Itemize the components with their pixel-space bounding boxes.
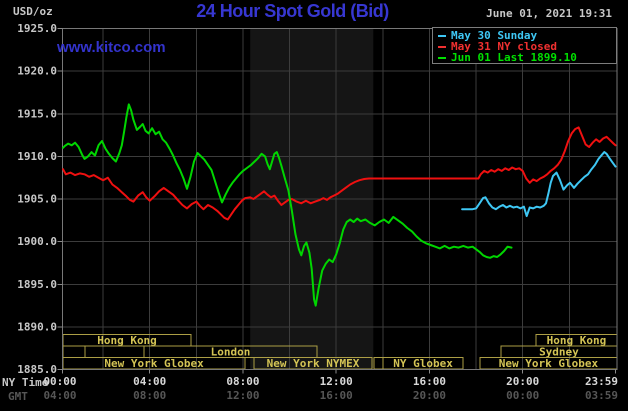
y-tick-label: 1915.0 [17,107,57,120]
ny-time-tick: 12:00 [319,375,353,388]
gmt-tick: 12:00 [226,389,260,402]
session-box [84,345,145,358]
session-label: Hong Kong [97,334,157,347]
gmt-axis-label: GMT [8,390,28,403]
session-label: Hong Kong [547,334,607,347]
ny-time-tick: 00:00 [43,375,77,388]
session-label: NY Globex [393,357,453,370]
ny-time-tick: 04:00 [133,375,167,388]
series-line-may-31-ny-closed [62,126,617,221]
legend-label: May 30 Sunday [451,29,538,42]
y-tick-label: 1890.0 [17,320,57,333]
gmt-tick: 20:00 [412,389,447,402]
y-tick-label: 1910.0 [17,150,57,163]
chart-timestamp: June 01, 2021 19:31 [486,7,612,20]
ny-time-tick-row: 00:00 04:00 08:00 12:00 16:00 20:00 23:59 [0,375,628,388]
y-tick-label: 1885.0 [17,363,57,376]
session-label: Sydney [539,346,579,359]
kitco-watermark-link[interactable]: www.kitco.com [57,39,166,56]
y-tick-label: 1925.0 [17,22,57,35]
series-line-jun-01-last-1899-10 [62,103,513,307]
ny-time-axis-label: NY Time [2,376,49,389]
session-label: New York Globex [499,357,599,370]
session-label: New York Globex [104,357,204,370]
gmt-tick: 04:00 [43,389,77,402]
gmt-tick: 03:59 [584,389,619,402]
legend-item-may30: May 30 Sunday [433,29,616,42]
gmt-tick-row: 04:00 08:00 12:00 16:00 20:00 00:00 03:59 [0,389,628,402]
legend-dash-icon [438,35,446,37]
gmt-tick: 00:00 [506,389,540,402]
ny-time-tick: 23:59 [584,375,619,388]
ny-time-tick: 20:00 [506,375,540,388]
series-line-may-30-sunday [461,151,617,218]
gmt-tick: 16:00 [319,389,353,402]
y-tick-label: 1895.0 [17,278,57,291]
y-tick-label: 1900.0 [17,235,57,248]
legend-dash-icon [438,57,446,59]
session-box [62,345,86,358]
legend-item-may31: May 31 NY closed [433,40,616,53]
legend-box: May 30 Sunday May 31 NY closed Jun 01 La… [432,27,617,64]
ny-time-tick: 08:00 [226,375,260,388]
legend-label: Jun 01 Last 1899.10 [451,51,577,64]
session-label: London [211,346,251,359]
legend-item-jun01: Jun 01 Last 1899.10 [433,51,616,64]
ny-time-tick: 16:00 [412,375,447,388]
y-tick-label: 1905.0 [17,193,57,206]
session-box [373,357,384,370]
session-label: New York NYMEX [267,357,360,370]
chart-title: 24 Hour Spot Gold (Bid) [196,1,389,21]
legend-label: May 31 NY closed [451,40,557,53]
y-tick-label: 1920.0 [17,65,57,78]
gmt-tick: 08:00 [133,389,167,402]
y-axis-unit-label: USD/oz [13,5,53,18]
legend-dash-icon [438,46,446,48]
